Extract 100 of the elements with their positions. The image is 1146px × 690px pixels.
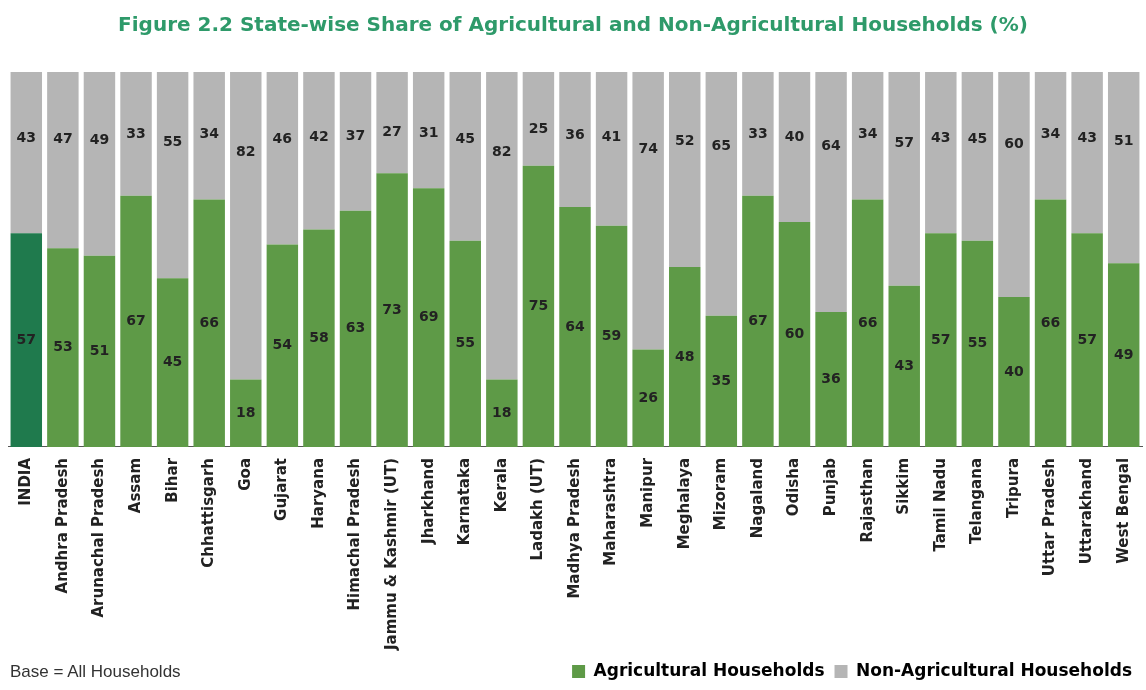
x-tick-label: Jammu & Kashmir (UT): [381, 457, 400, 652]
data-label: 65: [711, 137, 732, 154]
bar: [339, 210, 372, 447]
data-label: 69: [418, 308, 439, 325]
bar: [522, 72, 555, 166]
bar: [559, 72, 591, 207]
bar: [486, 72, 518, 380]
bar: [230, 379, 262, 447]
bar: [705, 72, 738, 316]
data-label: 36: [565, 126, 585, 143]
bar: [632, 349, 664, 447]
x-tick-label: Uttarakhand: [1077, 457, 1096, 565]
x-tick-label: Arunachal Pradesh: [89, 457, 108, 618]
data-label: 42: [309, 128, 329, 145]
x-tick-label: Rajasthan: [857, 457, 876, 543]
x-tick-label: Karnataka: [455, 457, 474, 546]
bar: [193, 199, 225, 447]
bar: [83, 72, 116, 256]
bar: [1034, 72, 1067, 200]
x-tick-label: Goa: [235, 457, 254, 491]
data-label: 45: [967, 129, 988, 146]
text: Base = All Households: [10, 662, 181, 682]
data-label: 48: [675, 347, 695, 364]
bar: [303, 229, 335, 447]
x-tick-label: Tamil Nadu: [930, 457, 949, 552]
bar: [303, 72, 335, 230]
data-label: 43: [1077, 128, 1097, 145]
bar: [888, 72, 920, 286]
x-tick-label: Manipur: [638, 457, 657, 528]
x-tick-label: Maharashtra: [601, 457, 620, 566]
bar: [669, 266, 701, 447]
bar: [10, 233, 43, 447]
data-label: 66: [857, 313, 878, 330]
bar: [156, 278, 189, 447]
data-label: 51: [89, 341, 110, 358]
data-label: 47: [53, 130, 73, 147]
bar: [266, 72, 299, 245]
bar: [559, 206, 591, 447]
bar: [47, 248, 79, 447]
bar: [888, 285, 920, 447]
bar: [449, 240, 481, 447]
data-label: 34: [1040, 125, 1061, 142]
data-label: 35: [711, 371, 732, 388]
bar: [851, 199, 884, 447]
bar: [705, 315, 738, 447]
x-tick-label: Punjab: [820, 457, 839, 517]
data-label: 18: [236, 403, 256, 420]
x-tick-label: West Bengal: [1113, 457, 1132, 564]
data-label: 75: [528, 296, 549, 313]
bar: [742, 72, 774, 196]
bar: [83, 255, 116, 447]
data-label: 36: [821, 370, 841, 387]
data-label: 58: [309, 328, 329, 345]
data-label: 34: [199, 125, 220, 142]
data-label: 67: [126, 311, 146, 328]
data-label: 33: [748, 125, 768, 142]
data-label: 27: [382, 122, 402, 139]
x-tick-label: Tripura: [1003, 457, 1022, 519]
bar: [925, 233, 957, 447]
x-tick-label: INDIA: [16, 457, 35, 506]
bar: [632, 72, 664, 350]
bar: [376, 72, 408, 174]
data-label: 40: [784, 127, 805, 144]
data-label: 57: [931, 330, 951, 347]
data-label: 55: [162, 133, 183, 150]
bar: [449, 72, 481, 241]
bar: [412, 72, 445, 189]
data-label: 64: [821, 136, 842, 153]
data-label: 60: [784, 325, 805, 342]
data-label: 43: [16, 128, 37, 145]
bar: [1034, 199, 1067, 447]
x-tick-label: Meghalaya: [674, 457, 693, 550]
data-label: 45: [455, 129, 475, 146]
data-label: 67: [748, 311, 768, 328]
chart-title: Figure 2.2 State-wise Share of Agricultural and Non-Agricultural Households (%): [117, 12, 1029, 36]
bar: [266, 244, 299, 447]
bar: [47, 72, 79, 249]
x-tick-label: Jharkhand: [418, 457, 437, 545]
data-label: 43: [931, 128, 951, 145]
data-label: 49: [89, 131, 110, 148]
data-label: 37: [345, 126, 366, 143]
bar: [10, 72, 43, 234]
data-label: 40: [1004, 362, 1024, 379]
bar: [595, 72, 628, 226]
bar: [1107, 263, 1140, 447]
bar: [778, 72, 811, 222]
x-tick-label: Himachal Pradesh: [345, 457, 364, 611]
bar: [339, 72, 372, 211]
legend-label: Non-Agricultural Households: [856, 659, 1133, 680]
bar: [412, 188, 445, 447]
x-tick-label: Haryana: [308, 457, 327, 529]
data-label: 55: [967, 334, 988, 351]
bar: [851, 72, 884, 200]
x-tick-label: Madhya Pradesh: [564, 457, 583, 599]
data-label: 63: [345, 319, 366, 336]
x-tick-label: Assam: [125, 457, 144, 514]
bar: [925, 72, 957, 234]
legend-label: Agricultural Households: [593, 659, 825, 680]
bar: [486, 379, 518, 447]
bar: [1071, 72, 1103, 234]
